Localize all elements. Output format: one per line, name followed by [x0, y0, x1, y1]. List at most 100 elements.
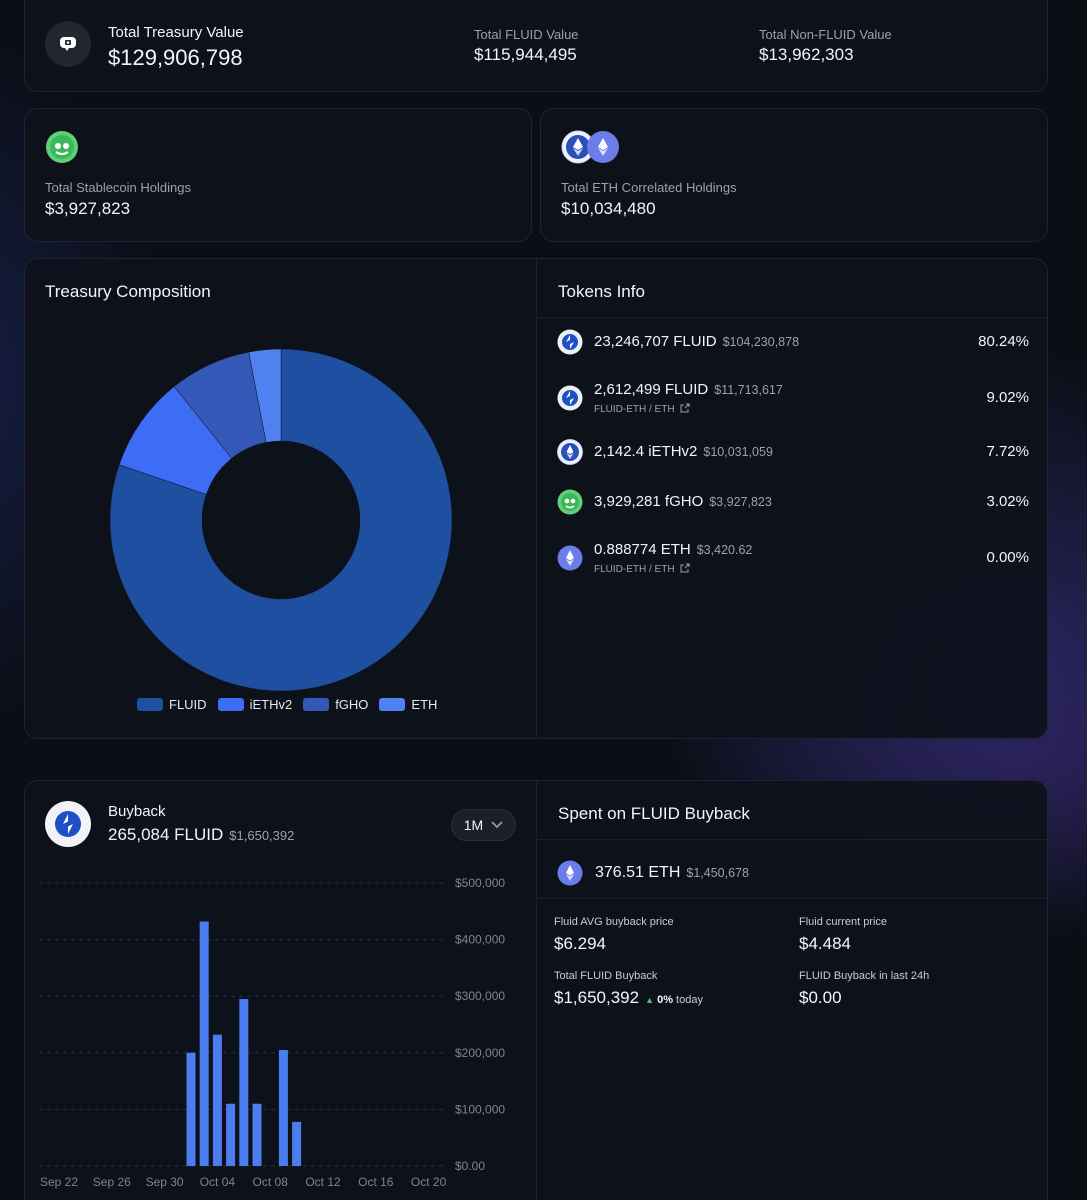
total-fluid-value: $115,944,495 — [474, 45, 577, 64]
token-row-eth: 0.888774 ETH $3,420.62 FLUID-ETH / ETH 0.… — [557, 539, 1029, 579]
token-amount-text: 3,929,281 fGHO — [594, 493, 704, 510]
composition-legend: FLUID iETHv2 fGHO ETH — [137, 697, 437, 712]
legend-label-fgho: fGHO — [335, 697, 369, 712]
y-tick-label: $0.00 — [455, 1159, 485, 1173]
today-change-suffix: today — [676, 994, 703, 1006]
token-amount: 2,142.4 iETHv2 $10,031,059 — [594, 443, 773, 460]
total-non-fluid-label: Total Non-FLUID Value — [759, 27, 892, 42]
total-fluid-label: Total FLUID Value — [474, 27, 579, 42]
today-change: ▲ 0% today — [645, 994, 703, 1006]
current-price-label: Fluid current price — [799, 916, 888, 928]
x-tick-label: Sep 22 — [40, 1175, 78, 1189]
donut-slice-fluid[interactable] — [109, 348, 453, 692]
buyback-card: Buyback 265,084 FLUID $1,650,392 1M $0.00… — [24, 780, 1049, 1200]
token-percent: 80.24% — [978, 333, 1029, 350]
legend-item-fluid[interactable]: FLUID — [137, 697, 207, 712]
token-usd: $11,713,617 — [714, 383, 783, 397]
total-non-fluid-value: $13,962,303 — [759, 45, 854, 64]
avg-buyback-price-value: $6.294 — [554, 934, 606, 953]
x-tick-label: Sep 30 — [146, 1175, 184, 1189]
legend-label-iethv2: iETHv2 — [249, 697, 293, 712]
x-tick-label: Oct 20 — [411, 1175, 447, 1189]
buyback-bar[interactable] — [199, 921, 209, 1166]
treasury-composition-card: Treasury Composition FLUID iETHv2 fGHO E… — [24, 258, 1049, 739]
range-select-value: 1M — [463, 817, 484, 833]
buyback-amount: 265,084 FLUID $1,650,392 — [108, 825, 294, 845]
fgho-token-icon — [45, 130, 79, 169]
x-tick-label: Oct 08 — [253, 1175, 289, 1189]
buyback-bar[interactable] — [186, 1052, 196, 1166]
avg-buyback-price-label: Fluid AVG buyback price — [554, 916, 674, 928]
token-usd: $10,031,059 — [703, 445, 773, 459]
token-usd: $3,927,823 — [709, 495, 772, 509]
spent-buyback-title: Spent on FLUID Buyback — [558, 804, 750, 823]
external-link-icon — [680, 403, 690, 413]
trend-up-icon: ▲ — [645, 995, 655, 1005]
total-buyback-value-text: $1,650,392 — [554, 988, 640, 1007]
tokens-info-title: Tokens Info — [558, 282, 645, 301]
token-amount-text: 0.888774 ETH — [594, 541, 691, 558]
buyback-bar[interactable] — [292, 1121, 302, 1166]
fgho-token-icon — [557, 489, 583, 515]
current-price-value: $4.484 — [799, 934, 851, 953]
treasury-summary-card: Total Treasury Value $129,906,798 Total … — [24, 0, 1048, 92]
y-tick-label: $200,000 — [455, 1046, 505, 1060]
token-usd: $3,420.62 — [696, 543, 753, 557]
legend-label-fluid: FLUID — [169, 697, 207, 712]
eth-token-icon — [557, 545, 583, 571]
spent-divider-top — [537, 839, 1049, 840]
token-pair-link[interactable]: FLUID-ETH / ETH — [594, 403, 690, 415]
donut-slice-eth[interactable] — [248, 348, 282, 443]
token-percent: 3.02% — [986, 493, 1029, 510]
external-link-icon — [680, 563, 690, 573]
legend-label-eth: ETH — [411, 697, 438, 712]
token-amount: 3,929,281 fGHO $3,927,823 — [594, 493, 772, 510]
eth-tokens-icon — [561, 130, 621, 164]
stablecoin-holdings-card: Total Stablecoin Holdings $3,927,823 — [24, 108, 532, 242]
treasury-icon — [45, 21, 91, 67]
token-row-fgho: 3,929,281 fGHO $3,927,823 3.02% — [557, 489, 1029, 529]
last24h-label: FLUID Buyback in last 24h — [799, 970, 930, 982]
spent-amount-text: 376.51 ETH — [595, 864, 681, 881]
stablecoin-holdings-label: Total Stablecoin Holdings — [45, 180, 191, 195]
tokens-info-divider — [537, 317, 1049, 318]
buyback-bar[interactable] — [212, 1034, 222, 1166]
x-tick-label: Oct 16 — [358, 1175, 394, 1189]
buyback-amount-text: 265,084 FLUID — [108, 825, 224, 844]
x-tick-label: Oct 04 — [200, 1175, 236, 1189]
token-pair-link[interactable]: FLUID-ETH / ETH — [594, 563, 690, 575]
buyback-bar[interactable] — [226, 1103, 236, 1166]
eth-correlated-holdings-label: Total ETH Correlated Holdings — [561, 180, 737, 195]
legend-swatch-eth — [379, 698, 406, 711]
eth-token-icon — [557, 860, 583, 886]
legend-item-fgho[interactable]: fGHO — [303, 697, 368, 712]
x-tick-label: Sep 26 — [93, 1175, 131, 1189]
y-tick-label: $300,000 — [455, 989, 505, 1003]
y-tick-label: $100,000 — [455, 1102, 505, 1116]
token-row-fluid-eth: 2,612,499 FLUID $11,713,617 FLUID-ETH / E… — [557, 379, 1029, 419]
token-percent: 7.72% — [986, 443, 1029, 460]
treasury-composition-donut — [109, 348, 453, 692]
spent-amount: 376.51 ETH $1,450,678 — [595, 864, 749, 882]
token-amount: 23,246,707 FLUID $104,230,878 — [594, 333, 799, 350]
token-pair-label: FLUID-ETH / ETH — [594, 564, 675, 575]
chevron-down-icon — [491, 821, 503, 829]
token-amount: 2,612,499 FLUID $11,713,617 — [594, 381, 783, 398]
last24h-value: $0.00 — [799, 988, 842, 1007]
spent-usd: $1,450,678 — [686, 866, 749, 880]
section-divider — [536, 781, 537, 1200]
buyback-bar[interactable] — [252, 1103, 262, 1166]
eth-correlated-holdings-value: $10,034,480 — [561, 199, 656, 218]
total-treasury-label: Total Treasury Value — [108, 24, 244, 41]
token-amount: 0.888774 ETH $3,420.62 — [594, 541, 752, 558]
legend-item-eth[interactable]: ETH — [379, 697, 437, 712]
buyback-usd: $1,650,392 — [229, 828, 295, 843]
total-treasury-value: $129,906,798 — [108, 45, 243, 70]
token-amount-text: 2,612,499 FLUID — [594, 381, 709, 398]
total-buyback-value: $1,650,392 ▲ 0% today — [554, 988, 703, 1008]
range-select[interactable]: 1M — [451, 809, 516, 841]
token-percent: 0.00% — [986, 549, 1029, 566]
legend-item-iethv2[interactable]: iETHv2 — [217, 697, 293, 712]
buyback-bar[interactable] — [278, 1049, 288, 1166]
buyback-bar[interactable] — [239, 999, 249, 1166]
